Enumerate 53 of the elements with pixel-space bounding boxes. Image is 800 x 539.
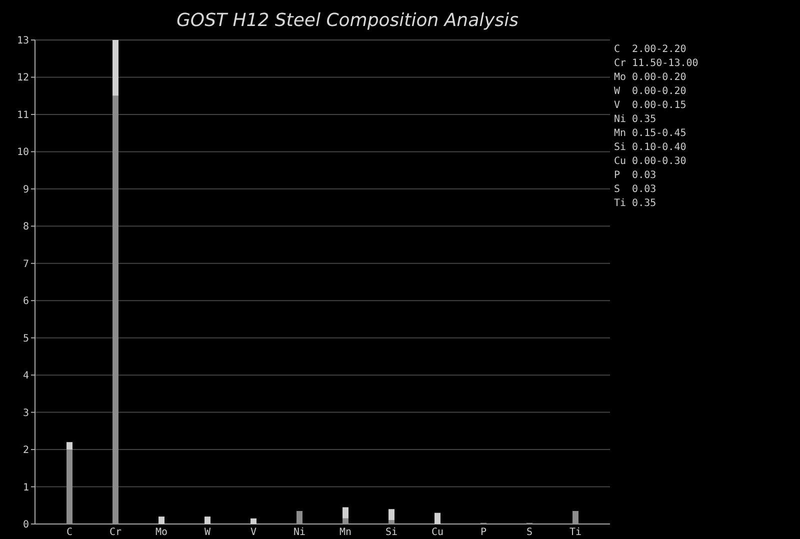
y-tick-label: 0 [22,520,29,530]
bar [572,510,578,524]
x-tick-label: Cu [431,527,444,538]
text: Cr 11.50-13.00 [614,58,698,69]
bar [112,96,118,524]
bar [388,509,394,520]
bar [66,442,72,450]
bar [342,507,348,518]
bar [342,518,348,524]
y-tick-label: 11 [16,110,29,121]
x-tick-label: Ti [569,527,582,538]
bar [158,516,164,524]
bar [66,450,72,524]
x-tick-label: Ni [293,527,306,538]
text: P 0.03 [614,170,656,181]
bar [434,512,440,524]
text: C 2.00-2.20 [614,44,686,55]
y-tick-label: 7 [22,258,29,270]
bar [112,40,118,96]
x-tick-label: Mo [155,527,168,538]
text: Cu 0.00-0.30 [614,156,686,167]
x-tick-label: Cr [109,527,122,538]
text: W 0.00-0.20 [614,86,686,97]
text: Mn 0.15-0.45 [614,128,686,139]
x-tick-label: S [526,527,533,538]
y-tick-label: 9 [22,184,29,196]
bar [204,516,210,524]
text: Si 0.10-0.40 [614,142,686,153]
x-tick-label: Si [385,527,398,538]
y-tick-label: 8 [22,222,29,233]
bar [296,510,302,524]
y-tick-label: 4 [22,370,29,382]
bar [388,520,394,524]
chart-title: GOST H12 Steel Composition Analysis [176,10,519,31]
y-tick-label: 12 [16,72,29,84]
text: V 0.00-0.15 [614,100,686,111]
y-tick-label: 13 [16,36,29,46]
text: Ni 0.35 [614,114,656,125]
x-tick-label: Mn [339,527,352,538]
y-tick-label: 10 [16,147,29,158]
x-tick-label: C [66,527,73,538]
y-tick-label: 1 [22,482,29,494]
text: Ti 0.35 [614,198,656,209]
y-tick-label: 3 [22,408,29,419]
text: Mo 0.00-0.20 [614,72,686,83]
bar [250,518,256,524]
y-tick-label: 5 [22,333,29,344]
y-tick-label: 2 [22,445,29,456]
text: S 0.03 [614,184,656,195]
x-tick-label: P [480,527,487,538]
y-tick-label: 6 [22,296,29,308]
x-tick-label: V [250,527,257,538]
x-tick-label: W [204,527,212,538]
